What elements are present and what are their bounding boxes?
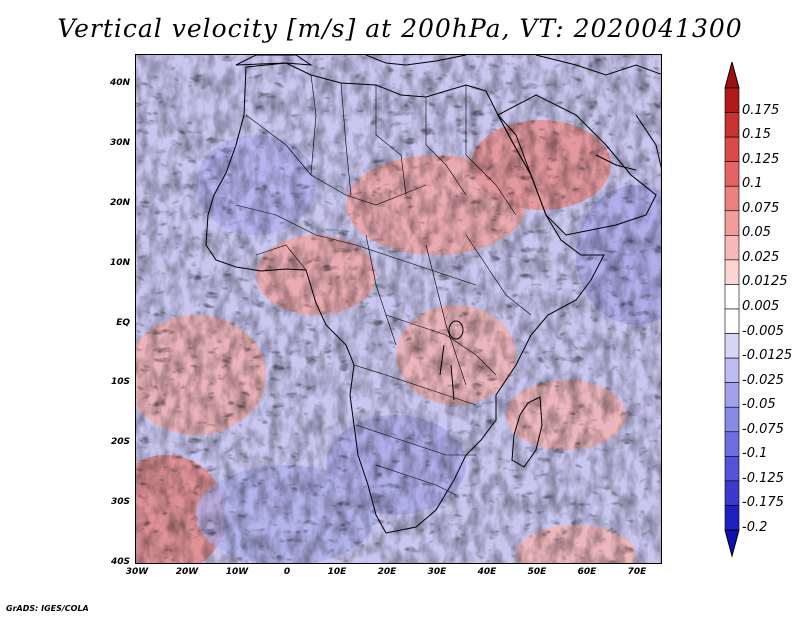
colorbar-swatch: [724, 480, 740, 506]
colorbar-label: 0.005: [742, 299, 780, 314]
colorbar-label: -0.075: [742, 421, 784, 437]
lon-label: 30E: [427, 567, 447, 577]
colorbar-label: 0.025: [742, 249, 780, 265]
colorbar-label: 0.125: [742, 151, 780, 167]
colorbar-label: 0.1: [742, 176, 763, 192]
colorbar-label: -0.025: [742, 372, 784, 388]
footer-credit: GrADS: IGES/COLA: [6, 604, 89, 613]
colorbar-bottom-arrow: [724, 529, 740, 558]
lon-label: 30W: [125, 567, 149, 577]
colorbar-label: -0.125: [742, 470, 784, 486]
colorbar-swatch: [724, 406, 740, 433]
lon-label: 60E: [577, 567, 597, 577]
colorbar-swatch: [724, 161, 740, 187]
lon-label: 10W: [225, 567, 249, 577]
colorbar-swatch: [724, 185, 740, 212]
lat-label: EQ: [116, 318, 130, 328]
colorbar-label: -0.1: [742, 446, 768, 462]
chart-title: Vertical velocity [m/s] at 200hPa, VT: 2…: [57, 14, 743, 43]
lon-label: 70E: [627, 567, 647, 577]
colorbar-swatch: [724, 259, 740, 285]
lakes: [439, 320, 464, 401]
colorbar-top-arrow: [724, 62, 740, 89]
colorbar-swatch: [724, 308, 740, 334]
lat-label: 10N: [109, 258, 130, 268]
colorbar-label: 0.0125: [742, 274, 788, 290]
colorbar-label: -0.005: [742, 323, 784, 339]
colorbar-swatch: [724, 235, 740, 261]
colorbar-swatch: [724, 382, 740, 408]
colorbar-swatch: [724, 333, 740, 359]
lon-label: 0: [283, 567, 291, 577]
colorbar-swatch: [724, 284, 740, 310]
lat-label: 40N: [109, 78, 130, 88]
lat-label: 10S: [110, 377, 130, 387]
colorbar-label: -0.175: [742, 495, 784, 511]
colorbar-label: -0.2: [742, 520, 768, 535]
lon-label: 10E: [327, 567, 347, 577]
colorbar-swatch: [724, 505, 740, 531]
lat-label: 30N: [109, 138, 130, 148]
lon-label: 40E: [477, 567, 497, 577]
colorbar-label: -0.05: [742, 397, 776, 413]
lon-label: 50E: [527, 567, 547, 577]
colorbar-swatch: [724, 136, 740, 162]
lon-label: 20W: [175, 567, 199, 577]
lat-label: 20S: [110, 437, 130, 447]
colorbar-label: 0.175: [742, 102, 780, 118]
colorbar: [724, 62, 740, 558]
velocity-field-map: [136, 55, 661, 563]
country-borders: [235, 74, 532, 496]
colorbar-swatch: [724, 431, 740, 457]
lat-label: 40S: [110, 557, 130, 567]
map-plot-area[interactable]: [135, 54, 662, 564]
lat-label: 20N: [109, 198, 130, 208]
colorbar-label: 0.05: [742, 225, 771, 241]
lat-label: 30S: [110, 497, 130, 507]
colorbar-label: -0.0125: [742, 348, 793, 364]
colorbar-label: 0.15: [742, 127, 771, 143]
lon-label: 20E: [377, 567, 397, 577]
colorbar-swatch: [724, 112, 740, 138]
colorbar-label: 0.075: [742, 200, 780, 216]
colorbar-swatch: [724, 456, 740, 482]
colorbar-swatch: [724, 210, 740, 236]
colorbar-swatch: [724, 87, 740, 113]
colorbar-swatch: [724, 357, 740, 383]
